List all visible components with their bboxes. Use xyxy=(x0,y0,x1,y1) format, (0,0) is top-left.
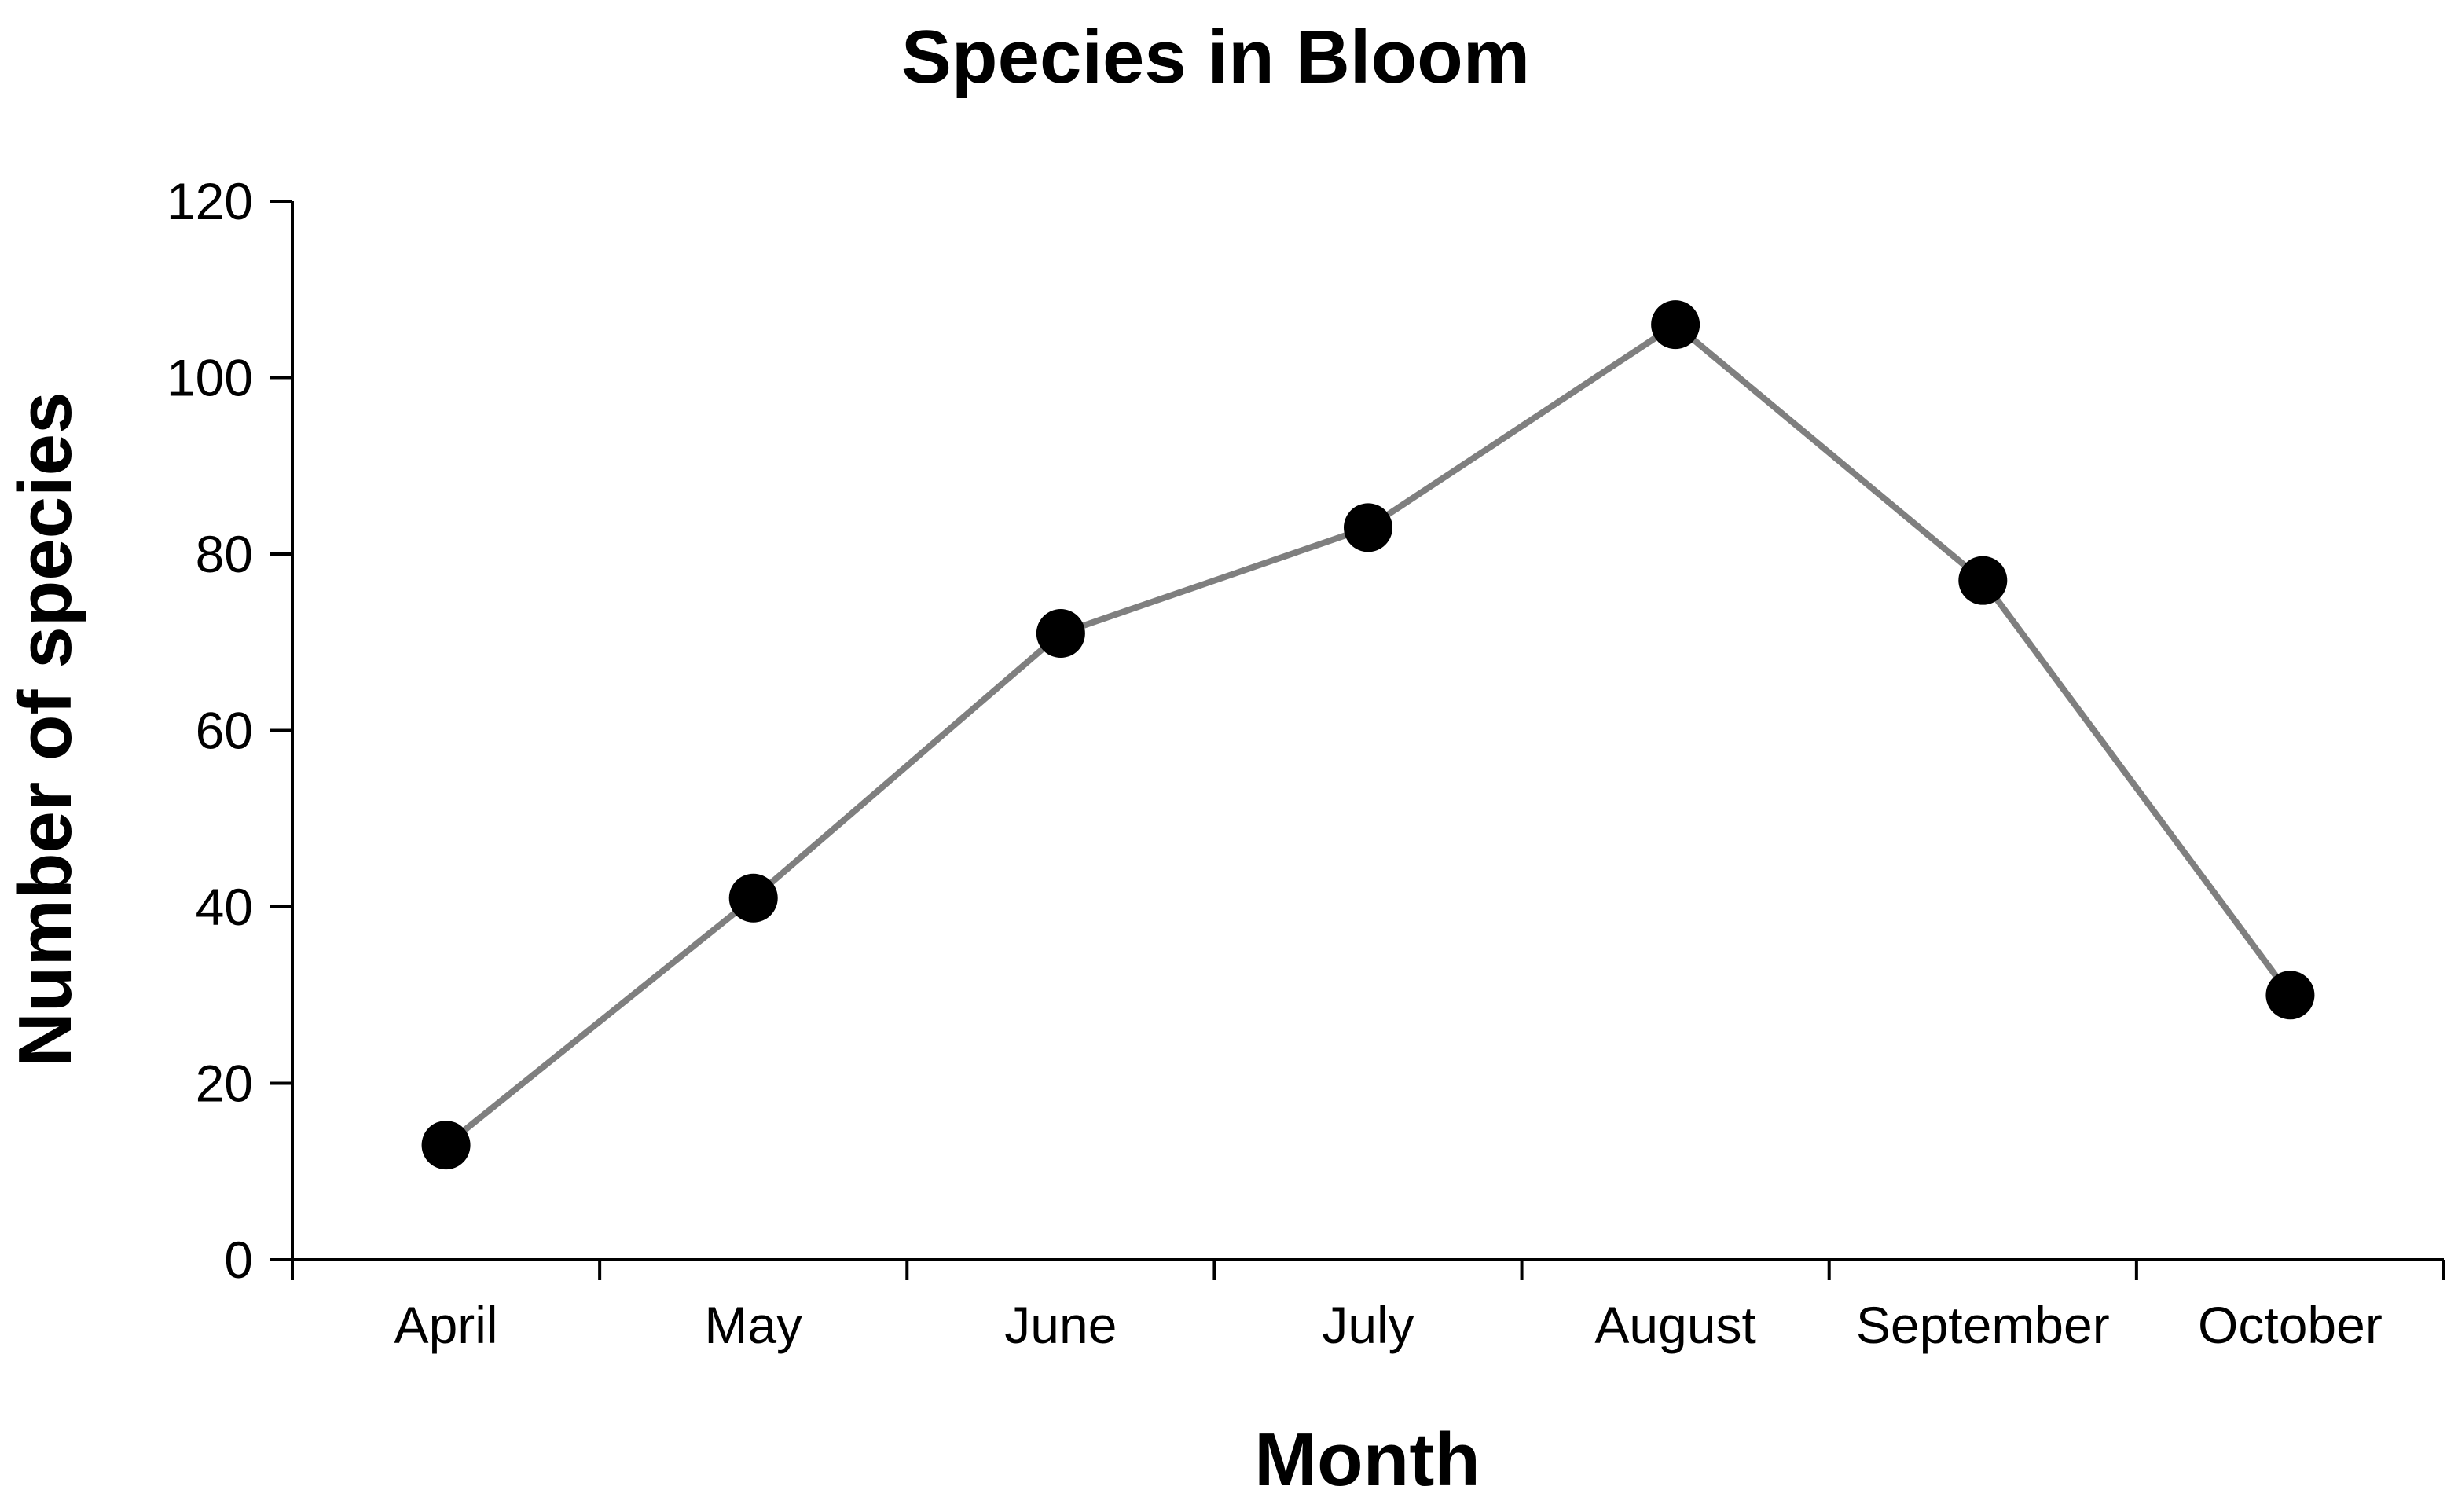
series-line-0 xyxy=(444,321,2293,1148)
data-point xyxy=(2265,971,2315,1020)
x-axis-title: Month xyxy=(1254,1418,1480,1502)
data-point xyxy=(1036,609,1085,659)
data-markers xyxy=(421,300,2315,1170)
y-tick-label: 60 xyxy=(196,702,253,760)
data-point xyxy=(1344,503,1392,552)
x-tick-label: June xyxy=(1004,1296,1117,1354)
x-tick-label: October xyxy=(2198,1296,2383,1354)
y-tick-label: 80 xyxy=(196,525,253,583)
y-tick-label: 0 xyxy=(224,1231,253,1289)
x-tick-label: April xyxy=(394,1296,498,1354)
axes: 0 20 40 60 80 100 120 April May June July August Sep… xyxy=(167,172,2445,1354)
y-tick-label: 120 xyxy=(167,172,253,230)
data-point xyxy=(1958,556,2008,605)
series-line xyxy=(444,321,2293,1148)
data-point xyxy=(1651,300,1700,350)
x-tick-label: July xyxy=(1322,1296,1414,1354)
data-point xyxy=(728,873,778,923)
chart-title: Species in Bloom xyxy=(901,15,1530,99)
y-tick-label: 20 xyxy=(196,1055,253,1113)
x-tick-label: September xyxy=(1856,1296,2110,1354)
x-tick-label: May xyxy=(704,1296,802,1354)
y-tick-label: 40 xyxy=(196,878,253,936)
y-axis-title: Number of species xyxy=(3,392,87,1067)
data-point xyxy=(421,1121,471,1170)
y-tick-label: 100 xyxy=(167,349,253,407)
x-tick-label: August xyxy=(1594,1296,1755,1354)
